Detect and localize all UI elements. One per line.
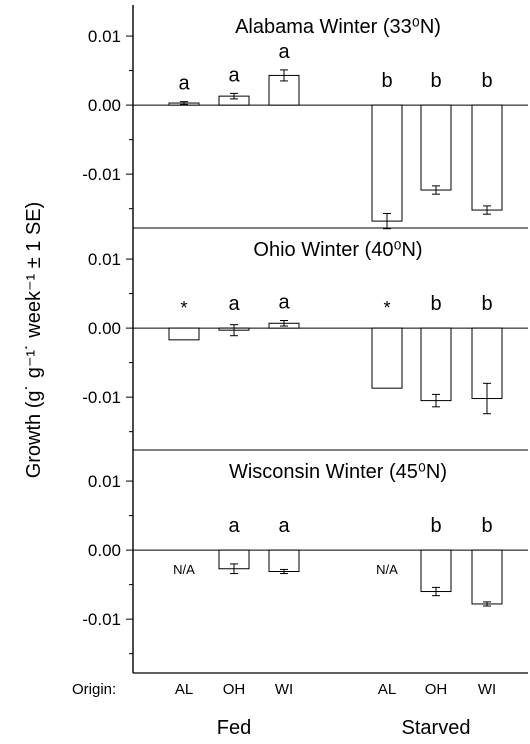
bar	[268, 549, 300, 573]
x-axis: Origin: AL OH WI AL OH WI Fed Starved	[72, 672, 528, 739]
significance-letter: a	[228, 293, 240, 315]
y-tick-label: 0.01	[88, 472, 121, 491]
y-tick-label: 0.01	[88, 250, 121, 269]
group-label: Fed	[217, 717, 251, 739]
bar	[168, 327, 200, 341]
category-labels: AL OH WI AL OH WI	[175, 681, 496, 698]
bar	[268, 74, 300, 106]
category-label: WI	[275, 681, 293, 698]
panel-2: 0.01 0.00 -0.01 Ohio Winter (40⁰N) * a a * b b	[82, 227, 528, 433]
y-axis-label: Growth (g˙ g⁻¹˙ week⁻¹ ± 1 SE)	[23, 202, 45, 479]
significance-letter: a	[228, 515, 240, 537]
bar	[420, 549, 452, 593]
panel-title: Wisconsin Winter (45⁰N)	[229, 461, 447, 483]
significance-letter: b	[481, 293, 492, 315]
significance-star: *	[180, 298, 187, 318]
bar	[471, 549, 503, 605]
y-tick-label: -0.01	[82, 165, 121, 184]
y-tick-label: 0.01	[88, 27, 121, 46]
significance-letter: b	[481, 515, 492, 537]
significance-letter: a	[228, 64, 240, 86]
group-label: Starved	[402, 717, 471, 739]
y-tick-label: 0.00	[88, 96, 121, 115]
na-label: N/A	[173, 562, 195, 577]
significance-star: *	[383, 298, 390, 318]
category-label: WI	[478, 681, 496, 698]
significance-letter: a	[278, 41, 290, 63]
significance-letter: b	[381, 70, 392, 92]
panel-title: Alabama Winter (33⁰N)	[235, 16, 441, 38]
y-tick-label: -0.01	[82, 610, 121, 629]
na-label: N/A	[376, 562, 398, 577]
y-tick-label: 0.00	[88, 319, 121, 338]
significance-letter: a	[278, 515, 290, 537]
origin-label: Origin:	[72, 681, 116, 698]
panel-1: 0.01 0.00 -0.01 Alabama Winter (33⁰N) a a a b b b	[82, 16, 528, 230]
significance-letter: b	[430, 515, 441, 537]
y-tick-label: 0.00	[88, 541, 121, 560]
category-label: AL	[378, 681, 396, 698]
category-label: OH	[425, 681, 448, 698]
plot-area: 0.01 0.00 -0.01 Alabama Winter (33⁰N) a a a b b b…	[82, 5, 528, 673]
bar	[420, 327, 452, 402]
bar	[371, 327, 403, 389]
significance-letter: a	[178, 73, 190, 95]
significance-letter: b	[430, 293, 441, 315]
y-tick-label: -0.01	[82, 388, 121, 407]
significance-letter: b	[481, 70, 492, 92]
significance-letter: a	[278, 292, 290, 314]
significance-letter: b	[430, 70, 441, 92]
bar	[471, 104, 503, 211]
bar	[420, 104, 452, 191]
bar	[371, 104, 403, 222]
category-label: AL	[175, 681, 193, 698]
category-label: OH	[223, 681, 246, 698]
panel-3: 0.01 0.00 -0.01 Wisconsin Winter (45⁰N) N/A a…	[82, 449, 528, 655]
group-labels: Fed Starved	[217, 717, 471, 739]
panel-title: Ohio Winter (40⁰N)	[253, 239, 422, 261]
